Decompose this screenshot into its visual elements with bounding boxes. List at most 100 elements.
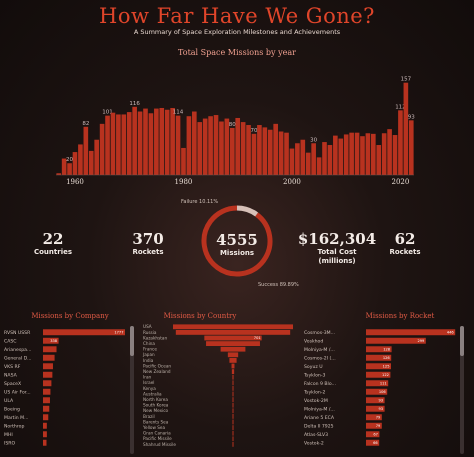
page-subtitle: A Summary of Space Exploration Milestone… — [133, 28, 341, 36]
country-bar — [173, 324, 293, 330]
year-bar — [408, 120, 414, 175]
year-bar — [240, 122, 246, 175]
year-bar — [137, 111, 143, 175]
row-value: 122 — [382, 373, 389, 377]
row-label: MHI — [4, 432, 13, 438]
row-value: 299 — [417, 339, 425, 343]
row-bar — [43, 380, 52, 387]
year-bar — [67, 163, 72, 175]
year-bar — [251, 133, 257, 175]
year-bar-label: 114 — [173, 110, 184, 116]
company-scrollbar[interactable] — [130, 326, 134, 454]
year-bar — [398, 110, 403, 175]
year-bar — [289, 148, 295, 175]
countries-value: 22 — [42, 230, 64, 248]
row-bar — [43, 431, 47, 438]
row-label: Vostok-2M — [304, 398, 328, 404]
row-bar — [43, 422, 47, 429]
country-bar — [232, 397, 234, 402]
rocket-title: Missions by Rocket — [365, 312, 435, 320]
row-bar — [43, 405, 50, 412]
year-bar — [78, 144, 83, 175]
year-bar — [105, 115, 110, 175]
year-bar — [354, 132, 360, 175]
row-value: 126 — [383, 356, 391, 360]
year-bar — [246, 125, 251, 175]
row-bar — [366, 337, 426, 344]
year-bar — [327, 145, 333, 175]
country-bar — [232, 442, 234, 447]
row-bar — [366, 371, 391, 378]
country-bar — [232, 380, 234, 386]
country-bar — [204, 335, 262, 341]
year-bar — [186, 116, 192, 175]
year-bar — [175, 115, 181, 175]
country-label: New Mexico — [143, 408, 169, 413]
year-bar — [126, 112, 132, 175]
row-label: General D... — [4, 355, 31, 361]
row-bar — [366, 439, 380, 446]
row-bar — [366, 422, 382, 429]
country-label: New Zealand — [143, 369, 171, 374]
row-value: 111 — [380, 381, 387, 385]
year-bar-label: 80 — [229, 122, 236, 128]
row-bar — [366, 405, 385, 412]
country-bar — [175, 330, 291, 335]
row-bar — [366, 329, 456, 336]
year-bar — [343, 134, 349, 175]
row-value: 446 — [447, 330, 455, 334]
country-label: France — [143, 347, 157, 352]
country-bar — [232, 408, 234, 414]
rockets-right-value: 62 — [394, 230, 416, 248]
year-bar — [305, 152, 311, 175]
row-label: VKS RF — [4, 364, 21, 370]
year-bar-label: 82 — [82, 121, 89, 127]
row-label: Cosmos-2I (... — [304, 355, 336, 361]
year-bar — [284, 132, 289, 175]
success-donut — [201, 205, 273, 277]
row-bar — [366, 346, 392, 353]
failure-label: Failure 10.11% — [181, 199, 219, 205]
year-bar — [273, 123, 278, 175]
row-label: Delta II 7925 — [304, 423, 334, 429]
country-label: China — [143, 341, 155, 346]
year-bar-label: 112 — [395, 104, 406, 110]
row-label: Soyuz U — [304, 364, 323, 370]
year-bar — [164, 109, 170, 175]
year-bar — [202, 118, 208, 175]
country-label: Barents Sea — [143, 419, 169, 424]
year-bar — [387, 129, 392, 175]
year-bar — [170, 107, 175, 175]
missions-value: 4555 — [216, 231, 258, 249]
country-bar — [232, 402, 234, 408]
country-label: Australia — [143, 391, 162, 396]
year-bar — [148, 113, 154, 175]
year-bar — [88, 150, 94, 175]
country-bar — [206, 341, 260, 346]
year-bar — [61, 158, 67, 175]
rocket-chart: Cosmos-3M... 446 Voskhod 299 Molniya-M /... 1… — [303, 329, 456, 446]
year-bar — [360, 136, 365, 175]
country-label: Pacific Ocean — [143, 363, 171, 368]
year-bar — [159, 107, 165, 175]
country-bar — [232, 425, 234, 430]
year-bar — [121, 114, 127, 175]
row-label: Vostok-2 — [304, 440, 324, 446]
country-title: Missions by Country — [163, 312, 237, 320]
row-label: ULA — [4, 398, 14, 404]
rocket-scrollbar[interactable] — [460, 326, 464, 454]
year-bar — [381, 133, 387, 175]
year-bar — [365, 133, 371, 175]
country-label: South Korea — [143, 403, 169, 408]
row-bar — [43, 388, 51, 395]
row-bar — [43, 439, 47, 446]
year-bar-label: 93 — [408, 114, 415, 120]
country-label: Kazakhstan — [143, 335, 167, 340]
year-bar — [143, 108, 148, 175]
country-bar — [232, 391, 234, 397]
year-bar — [322, 142, 327, 175]
cost-label-2: (millions) — [318, 257, 356, 265]
year-bar — [392, 135, 398, 175]
row-value: 106 — [379, 390, 387, 394]
